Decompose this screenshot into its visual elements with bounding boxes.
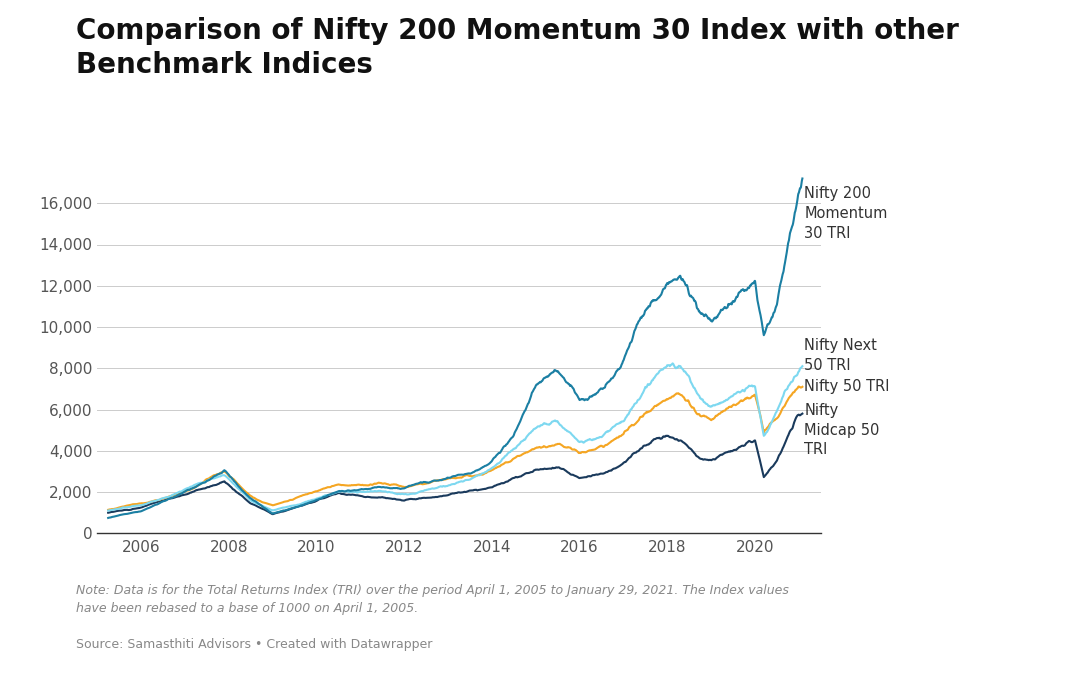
Text: Nifty
Midcap 50
TRI: Nifty Midcap 50 TRI	[805, 403, 879, 458]
Text: Note: Data is for the Total Returns Index (TRI) over the period April 1, 2005 to: Note: Data is for the Total Returns Inde…	[76, 584, 788, 615]
Text: Source: Samasthiti Advisors • Created with Datawrapper: Source: Samasthiti Advisors • Created wi…	[76, 638, 432, 651]
Text: Nifty 200
Momentum
30 TRI: Nifty 200 Momentum 30 TRI	[805, 186, 888, 241]
Text: Nifty 50 TRI: Nifty 50 TRI	[805, 379, 890, 394]
Text: Nifty Next
50 TRI: Nifty Next 50 TRI	[805, 338, 877, 373]
Text: Comparison of Nifty 200 Momentum 30 Index with other
Benchmark Indices: Comparison of Nifty 200 Momentum 30 Inde…	[76, 17, 958, 80]
